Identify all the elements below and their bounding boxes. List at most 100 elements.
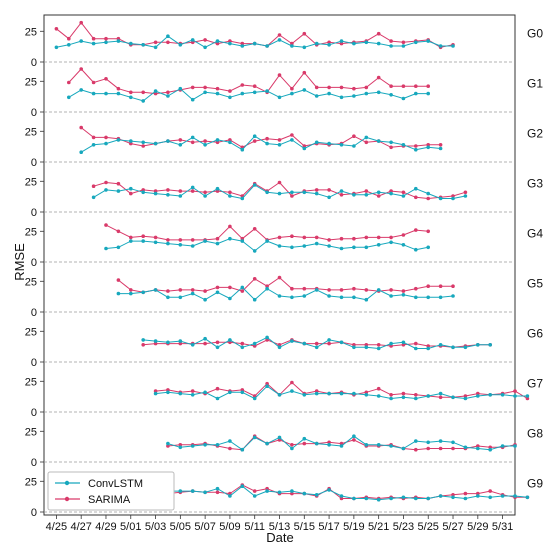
data-point-sarima <box>277 138 282 142</box>
data-point-convlstm <box>339 95 344 100</box>
data-point-convlstm <box>215 39 220 43</box>
data-point-convlstm <box>451 196 455 201</box>
data-point-convlstm <box>290 339 294 343</box>
data-point-sarima <box>166 238 170 242</box>
data-point-convlstm <box>314 345 319 350</box>
data-point-convlstm <box>129 41 133 46</box>
panel-g3: 0 25 G3 <box>25 176 544 219</box>
data-point-sarima <box>203 139 207 143</box>
y-tick-label: 0 <box>31 257 37 269</box>
data-point-sarima <box>414 144 418 148</box>
data-point-sarima <box>153 389 158 393</box>
data-point-convlstm <box>488 393 493 397</box>
data-point-convlstm <box>339 295 344 300</box>
group-label: G2 <box>527 127 543 141</box>
data-point-convlstm <box>401 243 406 247</box>
data-point-convlstm <box>314 140 319 145</box>
data-point-convlstm <box>190 244 195 248</box>
data-point-convlstm <box>265 89 269 93</box>
data-point-convlstm <box>438 343 443 347</box>
data-point-convlstm <box>476 494 480 498</box>
x-tick-label: 5/03 <box>145 521 166 533</box>
data-point-sarima <box>339 85 344 90</box>
data-point-convlstm <box>228 140 232 145</box>
data-point-convlstm <box>240 239 245 243</box>
data-point-sarima <box>476 444 480 448</box>
data-point-convlstm <box>339 39 344 43</box>
data-point-convlstm <box>339 494 344 498</box>
data-point-convlstm <box>414 295 418 300</box>
data-point-convlstm <box>389 341 393 346</box>
data-point-convlstm <box>401 194 406 198</box>
group-label: G8 <box>527 427 543 441</box>
group-label: G4 <box>527 227 543 241</box>
data-point-sarima <box>302 441 307 446</box>
data-point-sarima <box>463 491 468 496</box>
data-point-sarima <box>339 41 344 46</box>
y-tick-label: 25 <box>25 426 37 438</box>
data-point-sarima <box>190 140 195 145</box>
data-point-convlstm <box>178 243 183 247</box>
data-point-sarima <box>178 288 183 292</box>
data-point-convlstm <box>327 195 331 200</box>
series-line-sarima <box>118 277 453 293</box>
y-tick-label: 25 <box>25 226 37 238</box>
data-point-sarima <box>104 77 108 81</box>
y-tick-label: 0 <box>31 457 37 469</box>
data-point-sarima <box>339 496 344 501</box>
legend-label-convlstm: ConvLSTM <box>88 478 143 490</box>
data-point-convlstm <box>265 335 269 340</box>
data-point-convlstm <box>91 41 96 46</box>
data-point-sarima <box>401 233 406 237</box>
data-point-convlstm <box>91 195 96 200</box>
data-point-convlstm <box>476 343 480 347</box>
data-point-convlstm <box>376 346 381 351</box>
data-point-sarima <box>401 40 406 45</box>
data-point-convlstm <box>190 135 195 140</box>
data-point-convlstm <box>265 489 269 493</box>
data-point-convlstm <box>203 336 207 341</box>
data-point-sarima <box>104 223 108 227</box>
data-point-sarima <box>352 286 356 291</box>
data-point-sarima <box>414 228 418 232</box>
data-point-convlstm <box>141 140 145 145</box>
data-point-sarima <box>401 190 406 195</box>
data-point-convlstm <box>178 43 183 47</box>
x-tick-label: 5/19 <box>343 521 364 533</box>
data-point-sarima <box>339 236 344 241</box>
data-point-convlstm <box>426 39 431 43</box>
data-point-convlstm <box>141 290 145 295</box>
data-point-convlstm <box>438 295 443 300</box>
data-point-convlstm <box>314 493 319 497</box>
data-point-convlstm <box>252 249 257 253</box>
data-point-sarima <box>153 40 158 45</box>
legend-marker-convlstm <box>64 480 70 486</box>
data-point-convlstm <box>426 191 431 196</box>
data-point-sarima <box>376 343 381 347</box>
data-point-convlstm <box>153 240 158 245</box>
data-point-convlstm <box>352 345 356 350</box>
data-point-sarima <box>389 145 393 150</box>
data-point-sarima <box>178 443 183 447</box>
data-point-sarima <box>116 278 121 282</box>
data-point-sarima <box>352 343 356 347</box>
data-point-convlstm <box>389 444 393 448</box>
data-point-convlstm <box>438 494 443 498</box>
data-point-sarima <box>228 446 232 451</box>
y-tick-label: 0 <box>31 407 37 419</box>
data-point-convlstm <box>141 99 145 103</box>
data-point-sarima <box>376 386 381 391</box>
data-point-convlstm <box>190 291 195 296</box>
data-point-sarima <box>426 284 431 289</box>
data-point-convlstm <box>240 447 245 452</box>
data-point-sarima <box>91 135 96 140</box>
data-point-convlstm <box>153 191 158 196</box>
data-point-convlstm <box>265 384 269 389</box>
data-point-convlstm <box>104 91 108 96</box>
data-point-convlstm <box>389 93 393 97</box>
data-point-convlstm <box>476 446 480 451</box>
data-point-convlstm <box>426 440 431 445</box>
data-point-convlstm <box>314 191 319 196</box>
data-point-convlstm <box>240 147 245 152</box>
data-point-convlstm <box>364 496 369 501</box>
